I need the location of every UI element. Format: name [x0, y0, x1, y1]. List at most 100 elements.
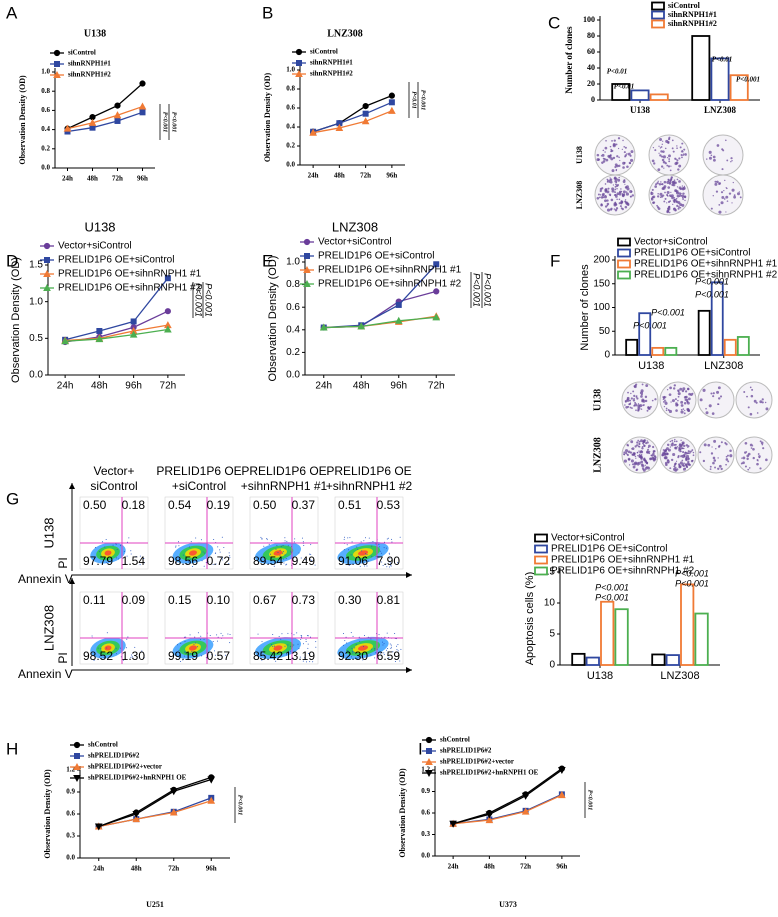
- event: [283, 562, 285, 564]
- column-header: Vector+: [93, 464, 134, 478]
- colony: [667, 408, 670, 412]
- event: [195, 537, 197, 539]
- y-tick-label: 20: [587, 79, 595, 88]
- legend-marker: [43, 269, 51, 277]
- colony: [683, 412, 686, 415]
- event: [309, 661, 311, 663]
- colony: [677, 454, 680, 458]
- event: [130, 654, 132, 656]
- colony: [669, 200, 672, 202]
- colony-dish: [735, 381, 773, 419]
- colony: [634, 401, 636, 404]
- bar: [723, 338, 737, 356]
- event: [378, 546, 380, 548]
- colony: [640, 439, 643, 443]
- y-tick-label: 40: [587, 63, 595, 72]
- colony: [654, 149, 657, 152]
- dish-row-label: U138: [575, 146, 584, 164]
- colony: [679, 203, 683, 206]
- colony: [615, 177, 618, 181]
- colony: [623, 151, 626, 154]
- colony: [683, 454, 686, 457]
- event: [383, 643, 385, 645]
- y-tick-label: 150: [593, 278, 610, 289]
- colony: [687, 458, 690, 460]
- colony: [652, 451, 655, 454]
- colony: [718, 210, 722, 214]
- colony: [654, 398, 657, 401]
- colony: [662, 155, 666, 159]
- line: [98, 776, 212, 828]
- axis-label: PI: [56, 557, 70, 568]
- colony: [676, 204, 679, 208]
- colony: [646, 450, 650, 454]
- y-tick-label: 1.0: [41, 68, 50, 76]
- x-tick-label: 96h: [206, 865, 217, 873]
- colony: [629, 162, 632, 165]
- event: [203, 638, 205, 640]
- event: [94, 654, 96, 656]
- y-tick-label: 0.6: [421, 809, 430, 817]
- colony: [674, 438, 676, 441]
- point: [114, 117, 121, 124]
- colony: [636, 397, 639, 400]
- legend-marker: [425, 757, 433, 765]
- colony: [637, 454, 639, 457]
- event: [269, 553, 271, 555]
- event: [309, 553, 311, 555]
- colony: [726, 200, 729, 202]
- colony-dish: [697, 381, 735, 419]
- event: [354, 647, 356, 649]
- colony: [713, 459, 717, 462]
- legend-marker: [43, 283, 51, 291]
- colony: [614, 201, 617, 204]
- colony: [703, 443, 707, 447]
- legend-marker: [304, 253, 310, 259]
- colony: [634, 383, 638, 386]
- chart-title: U138: [84, 28, 106, 39]
- event: [357, 555, 359, 557]
- colony: [664, 448, 668, 452]
- colony: [623, 145, 626, 148]
- quadrant-value: 0.50: [253, 498, 277, 512]
- colony: [670, 443, 674, 447]
- event: [304, 657, 306, 659]
- colony: [657, 180, 659, 183]
- colony: [666, 156, 669, 159]
- colony: [661, 183, 664, 186]
- event: [386, 632, 388, 634]
- colony: [618, 156, 620, 159]
- colony: [618, 198, 621, 201]
- colony: [663, 167, 665, 169]
- event: [374, 647, 376, 649]
- bar: [649, 93, 669, 101]
- x-tick-label: 96h: [390, 381, 407, 392]
- colony: [668, 136, 671, 139]
- quadrant-value: 91.06: [338, 554, 368, 568]
- event: [293, 634, 295, 636]
- colony: [671, 183, 674, 187]
- colony: [636, 444, 639, 447]
- bar: [651, 653, 666, 666]
- colony: [634, 455, 637, 458]
- colony: [610, 207, 613, 210]
- colony: [624, 451, 628, 455]
- event: [390, 562, 392, 564]
- legend-label: Vector+siControl: [634, 237, 708, 248]
- colony: [749, 386, 752, 389]
- colony: [675, 197, 678, 200]
- colony: [671, 180, 675, 184]
- x-tick-label: 24h: [315, 381, 332, 392]
- legend-label: sihnRNPH1#2: [668, 19, 717, 28]
- event: [183, 655, 185, 657]
- colony: [682, 464, 685, 468]
- colony: [624, 154, 627, 157]
- colony: [624, 186, 628, 189]
- x-tick-label: 48h: [353, 381, 370, 392]
- colony: [685, 458, 688, 461]
- line: [98, 800, 212, 828]
- legend-label: PRELID1P6 OE+sihnRNPH1 #2: [551, 566, 695, 577]
- colony: [606, 190, 610, 194]
- colony: [687, 452, 690, 455]
- y-tick-label: 0.0: [286, 370, 300, 381]
